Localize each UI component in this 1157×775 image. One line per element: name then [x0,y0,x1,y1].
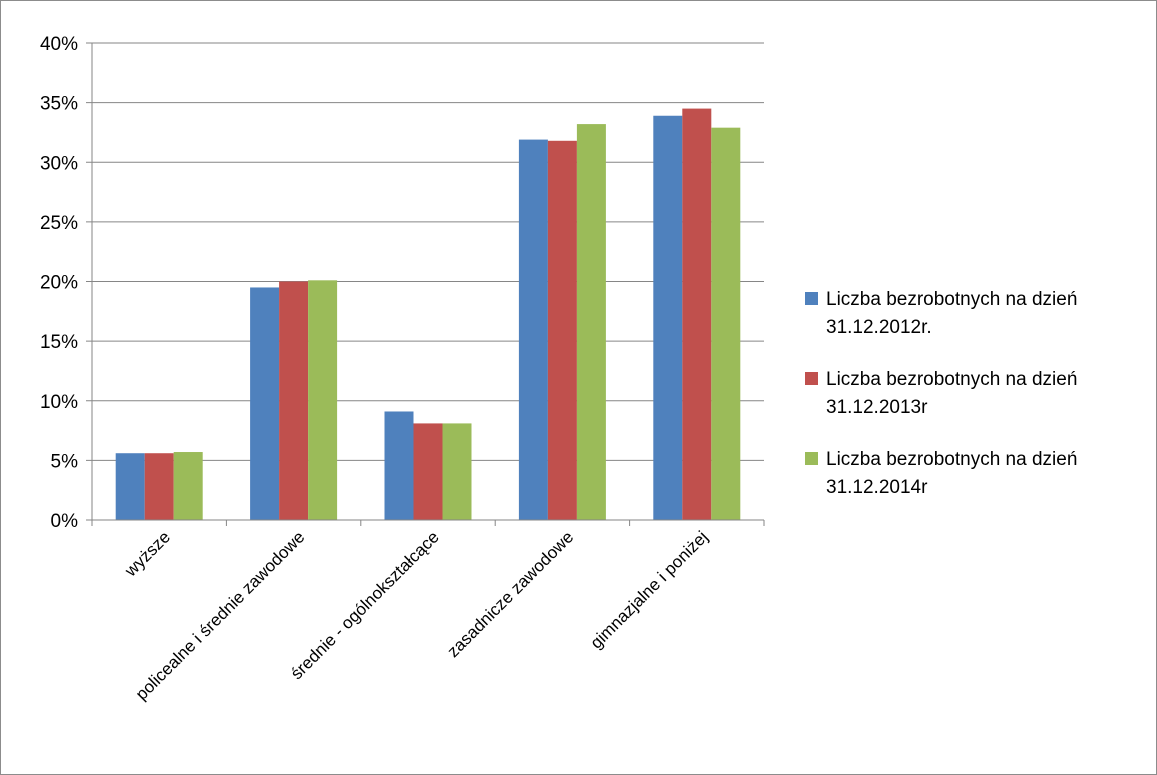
bar [384,411,414,520]
bar [413,423,443,520]
bar [711,127,741,520]
bar [442,423,472,520]
legend-swatch [805,452,818,465]
bar [308,280,338,520]
x-category-label: wyższe [120,527,174,581]
legend-label: Liczba bezrobotnych na dzień [826,449,1077,470]
bar [115,453,145,520]
legend-label: 31.12.2013r [826,397,928,418]
bar [682,108,712,521]
y-tick-label: 10% [40,392,78,413]
x-category-label: zasadnicze zawodowe [444,527,578,661]
axes [86,42,765,526]
y-tick-label: 5% [51,451,79,472]
bar [518,139,548,520]
bar [144,453,174,520]
y-tick-label: 40% [40,34,78,55]
x-category-label: gimnazjalne i poniżej [587,527,712,652]
legend-label: 31.12.2014r [826,477,928,498]
legend-swatch [805,292,818,305]
y-tick-label: 30% [40,153,78,174]
bar [173,452,203,520]
bar [279,281,309,520]
y-tick-label: 25% [40,213,78,234]
legend-label: 31.12.2012r. [826,317,932,338]
legend-label: Liczba bezrobotnych na dzień [826,289,1077,310]
bars [115,108,741,521]
legend-swatch [805,372,818,385]
bar [547,140,577,520]
bar [653,115,683,521]
y-tick-label: 15% [40,332,78,353]
x-category-label: średnie - ogólnokształcące [287,527,443,683]
legend: Liczba bezrobotnych na dzień 31.12.2012r.… [805,289,1077,498]
y-axis-tick-labels: 0% 5% 10% 15% 20% 25% 30% 35% 40% [40,34,78,532]
bar [250,287,280,520]
gridlines [92,42,764,461]
y-tick-label: 35% [40,94,78,115]
y-tick-label: 20% [40,273,78,294]
legend-label: Liczba bezrobotnych na dzień [826,369,1077,390]
bar [576,124,606,520]
y-tick-label: 0% [51,511,79,532]
